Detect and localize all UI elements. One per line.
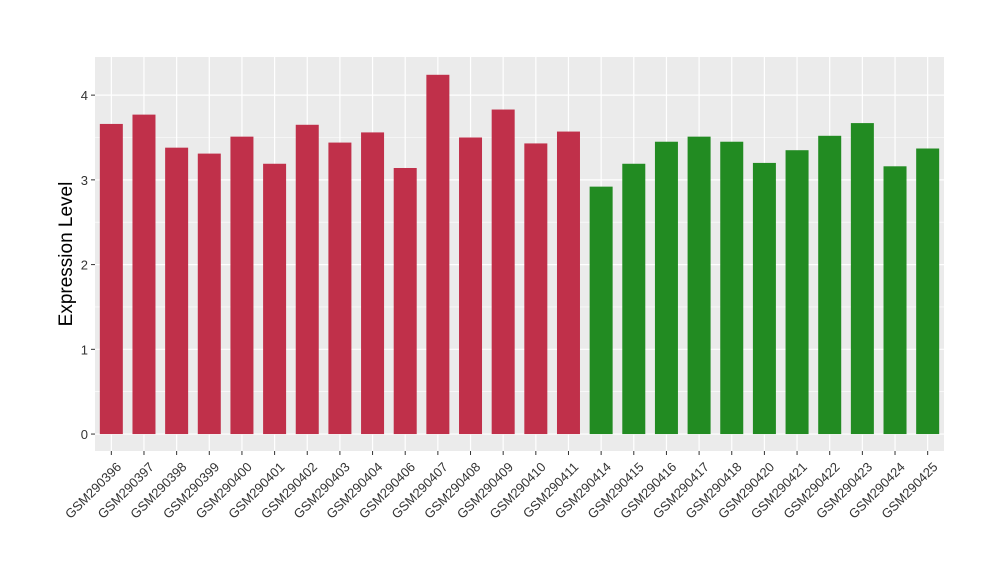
bar-GSM290411 [556, 131, 580, 435]
bar-GSM290425 [916, 148, 940, 435]
bar-GSM290404 [361, 132, 385, 435]
bar-GSM290398 [165, 147, 189, 435]
y-tick-label: 1 [81, 342, 88, 357]
bar-GSM290420 [752, 162, 776, 435]
bar-GSM290416 [654, 141, 678, 435]
y-tick-label: 4 [81, 88, 88, 103]
y-tick-label: 2 [81, 258, 88, 273]
bar-GSM290402 [295, 124, 319, 435]
bar-GSM290397 [132, 114, 156, 435]
y-tick-label: 3 [81, 173, 88, 188]
bar-GSM290399 [197, 153, 221, 435]
bar-GSM290407 [426, 74, 450, 435]
bar-GSM290415 [622, 163, 646, 435]
bar-GSM290423 [850, 123, 874, 435]
bar-GSM290410 [524, 143, 548, 435]
bar-GSM290400 [230, 136, 254, 435]
y-tick-label: 0 [81, 427, 88, 442]
bar-GSM290414 [589, 186, 613, 435]
bar-GSM290418 [720, 141, 744, 435]
bar-GSM290406 [393, 167, 417, 435]
bar-GSM290417 [687, 136, 711, 435]
bar-GSM290403 [328, 142, 352, 435]
bar-GSM290424 [883, 166, 907, 435]
y-axis-label: Expression Level [56, 182, 77, 327]
bar-GSM290421 [785, 150, 809, 435]
bars [99, 74, 940, 435]
bar-GSM290409 [491, 109, 515, 435]
bar-GSM290401 [263, 163, 287, 435]
bar-GSM290422 [818, 135, 842, 435]
bar-GSM290408 [459, 137, 483, 435]
bar-GSM290396 [99, 123, 123, 435]
